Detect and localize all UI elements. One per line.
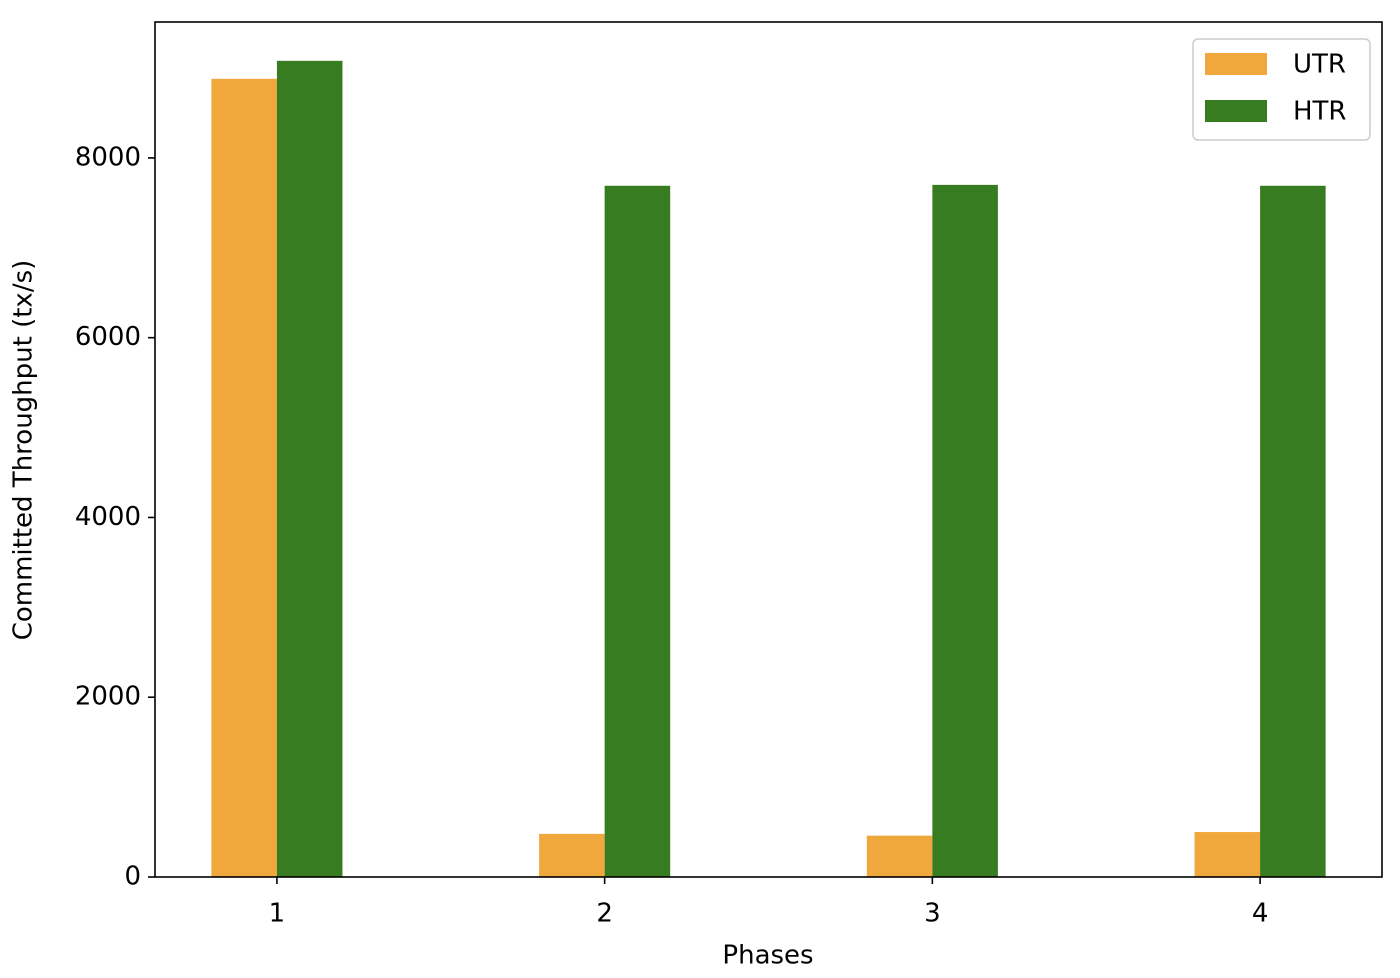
plot-frame [154,21,1383,878]
bar [866,835,933,877]
x-tick-label: 4 [1252,899,1269,929]
x-tick-label: 3 [924,899,941,929]
legend-label: HTR [1293,97,1347,127]
bar [1260,185,1326,877]
legend-swatch [1205,100,1267,122]
legend-swatch [1205,53,1267,75]
y-tick-label: 6000 [75,322,141,352]
x-tick-label: 2 [596,899,613,929]
y-tick-label: 0 [124,862,141,892]
bar [211,78,277,878]
y-tick-label: 8000 [75,142,141,172]
legend-label: UTR [1293,50,1346,80]
bar [276,60,343,878]
x-tick-label: 1 [269,899,286,929]
bar [932,184,998,877]
bar [539,833,605,877]
y-tick-label: 4000 [75,502,141,532]
bar [1194,832,1261,877]
y-tick-label: 2000 [75,682,141,712]
bar [604,185,671,877]
x-axis-label: Phases [722,941,813,971]
y-axis-label: Committed Throughput (tx/s) [9,260,39,641]
